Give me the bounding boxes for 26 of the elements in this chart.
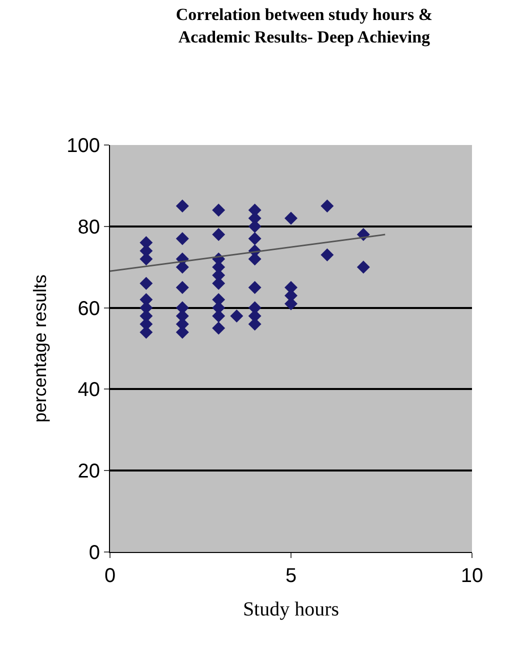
point	[212, 204, 226, 217]
chart-title: Correlation between study hours & Academic Results- Deep Achieving	[176, 5, 432, 46]
point	[176, 200, 189, 213]
x-tick-label: 0	[104, 565, 116, 587]
y-tick-label: 80	[78, 216, 100, 238]
y-axis-title: percentage results	[30, 274, 50, 423]
x-axis-title: Study hours	[242, 598, 340, 620]
point	[284, 212, 298, 225]
y-tick-label: 20	[78, 460, 100, 483]
point	[176, 232, 189, 246]
y-tick-label: 0	[88, 542, 100, 564]
point	[320, 248, 334, 262]
point	[176, 280, 189, 294]
point	[212, 322, 226, 335]
point	[212, 228, 226, 242]
y-tick-label: 40	[78, 379, 100, 402]
point	[248, 232, 262, 246]
x-tick-label: 10	[460, 565, 484, 587]
point	[248, 280, 262, 294]
x-tick-label: 5	[285, 565, 297, 587]
point	[140, 276, 153, 290]
y-tick-label: 60	[78, 298, 100, 320]
y-tick-label: 100	[66, 135, 100, 157]
point	[230, 309, 244, 322]
point	[320, 200, 334, 213]
point	[356, 260, 370, 274]
